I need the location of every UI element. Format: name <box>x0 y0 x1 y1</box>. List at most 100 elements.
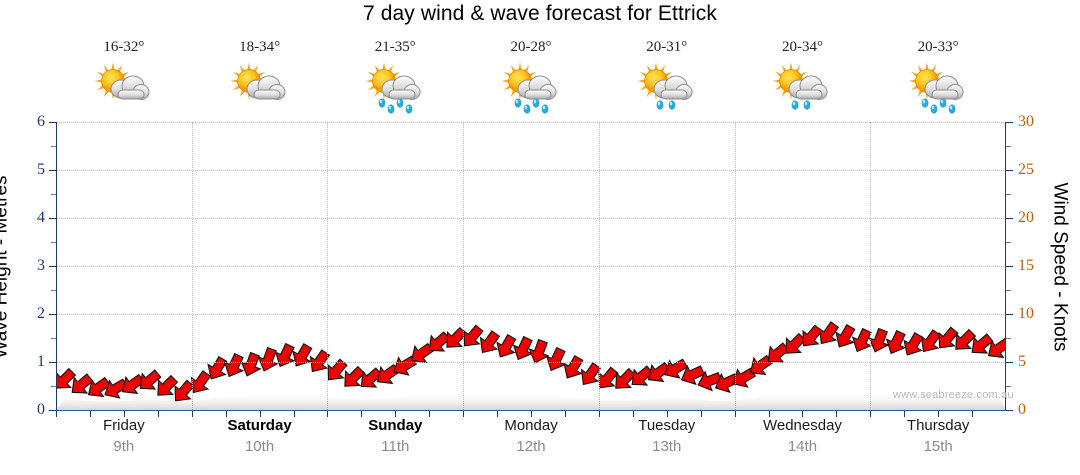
horizontal-gridline <box>56 170 1006 171</box>
wind-direction-arrow <box>136 368 162 394</box>
horizontal-gridline <box>56 218 1006 219</box>
right-axis-label: 15 <box>1018 257 1034 274</box>
x-axis-tick <box>598 410 600 417</box>
left-axis-tick <box>49 266 56 267</box>
temperature-range: 20-34° <box>781 39 823 55</box>
temperature-range: 20-33° <box>917 39 959 55</box>
left-axis-minor-tick <box>51 290 56 291</box>
wind-direction-arrow <box>679 362 706 388</box>
right-axis-tick <box>1006 218 1013 219</box>
day-name: Wednesday <box>762 417 842 434</box>
x-axis-tick <box>497 410 499 417</box>
day-date: 14th <box>787 438 818 455</box>
left-axis-minor-tick <box>51 386 56 387</box>
wind-direction-arrow <box>85 375 112 401</box>
sun-cloud-rain-icon <box>498 59 564 117</box>
x-axis-tick <box>89 410 91 417</box>
x-axis-tick <box>191 410 193 417</box>
right-axis-tick <box>1006 266 1013 267</box>
x-axis-tick <box>972 410 974 417</box>
x-axis-tick <box>734 410 736 417</box>
site-watermark: www.seabreeze.com.au <box>893 389 1014 401</box>
day-header-thursday: 20-33° <box>870 36 1006 122</box>
left-axis-title-text: Wave Height - Metres <box>0 174 12 359</box>
left-axis-minor-tick <box>51 338 56 339</box>
day-name: Saturday <box>227 417 292 434</box>
wind-direction-arrow <box>866 327 892 354</box>
wind-direction-arrow <box>68 372 94 398</box>
wind-arrow-layer <box>56 122 1006 410</box>
x-axis-tick <box>293 410 295 417</box>
right-axis-label: 30 <box>1018 113 1034 130</box>
horizontal-gridline <box>56 122 1006 123</box>
right-axis-label: 10 <box>1018 305 1034 322</box>
x-axis-tick <box>157 410 159 417</box>
left-axis-title: Wave Height - Metres <box>0 122 14 411</box>
x-axis-tick <box>802 410 804 417</box>
day-label-strip: Friday 9th Saturday 10th Sunday 11th Monday… <box>56 415 1006 471</box>
day-date: 11th <box>381 438 410 455</box>
wind-direction-arrow <box>985 336 1006 362</box>
day-name: Tuesday <box>638 417 696 434</box>
x-axis-tick <box>361 410 363 417</box>
right-axis-minor-tick <box>1006 386 1011 387</box>
wind-direction-arrow <box>951 328 977 354</box>
right-axis-title-text: Wind Speed - Knots <box>1049 182 1071 351</box>
x-axis-tick <box>531 410 532 417</box>
left-axis-tick <box>49 410 56 411</box>
sun-cloud-rain-icon <box>769 59 835 117</box>
wind-direction-arrow <box>425 330 451 356</box>
left-axis-minor-tick <box>51 146 56 147</box>
left-axis-label: 4 <box>37 209 45 226</box>
x-axis-tick <box>463 410 465 417</box>
left-axis-tick <box>49 122 56 123</box>
right-axis-minor-tick <box>1006 194 1011 195</box>
right-axis-minor-tick <box>1006 242 1011 243</box>
forecast-plot-area[interactable]: 0 0 1 5 2 10 3 15 4 20 5 25 6 30 <box>37 113 1034 418</box>
day-date: 10th <box>244 438 275 455</box>
wind-direction-arrow <box>153 374 179 400</box>
day-separator-gridline <box>734 122 736 410</box>
day-name: Monday <box>504 417 558 434</box>
right-axis-minor-tick <box>1006 290 1011 291</box>
right-axis-label: 25 <box>1018 161 1034 178</box>
right-axis-minor-tick <box>1006 338 1011 339</box>
day-date: 12th <box>516 438 546 455</box>
sun-cloud-icon <box>91 59 157 117</box>
left-axis-label: 3 <box>37 257 45 274</box>
sun-cloud-rain-icon <box>634 59 700 117</box>
day-date: 13th <box>652 438 682 455</box>
wind-direction-arrow <box>306 349 332 375</box>
day-label-monday: Monday 12th <box>463 415 599 471</box>
day-label-thursday: Thursday 15th <box>870 415 1006 471</box>
sun-cloud-rain-icon <box>362 59 428 117</box>
wind-direction-arrow <box>560 354 586 381</box>
day-name: Sunday <box>368 417 423 434</box>
wind-direction-arrow <box>628 364 654 390</box>
wind-direction-arrow <box>781 332 807 358</box>
day-label-sunday: Sunday 11th <box>327 415 463 471</box>
x-axis-tick <box>870 410 872 417</box>
left-axis-label: 1 <box>37 353 45 370</box>
wind-direction-arrow <box>340 365 366 391</box>
x-axis-tick <box>56 410 57 417</box>
right-axis-label: 0 <box>1018 401 1026 418</box>
x-axis-tick <box>632 410 634 417</box>
day-separator-gridline <box>463 122 465 410</box>
day-separator-gridline <box>327 122 329 410</box>
day-separator-gridline <box>598 122 600 410</box>
day-header-sunday: 21-35° <box>327 36 463 122</box>
left-axis-label: 6 <box>37 113 45 130</box>
wind-direction-arrow <box>798 324 824 350</box>
wind-direction-arrow <box>323 358 349 384</box>
wind-direction-arrow <box>459 324 485 350</box>
right-axis-tick <box>1006 122 1013 123</box>
wind-direction-arrow <box>255 346 281 373</box>
day-header-strip: 16-32° 18-34° <box>56 36 1006 122</box>
temperature-range: 20-31° <box>646 39 688 55</box>
temperature-range: 21-35° <box>374 39 416 55</box>
day-header-tuesday: 20-31° <box>599 36 735 122</box>
wind-direction-arrow <box>849 327 875 354</box>
x-axis-tick <box>225 410 227 417</box>
sun-cloud-rain-icon <box>905 59 971 117</box>
